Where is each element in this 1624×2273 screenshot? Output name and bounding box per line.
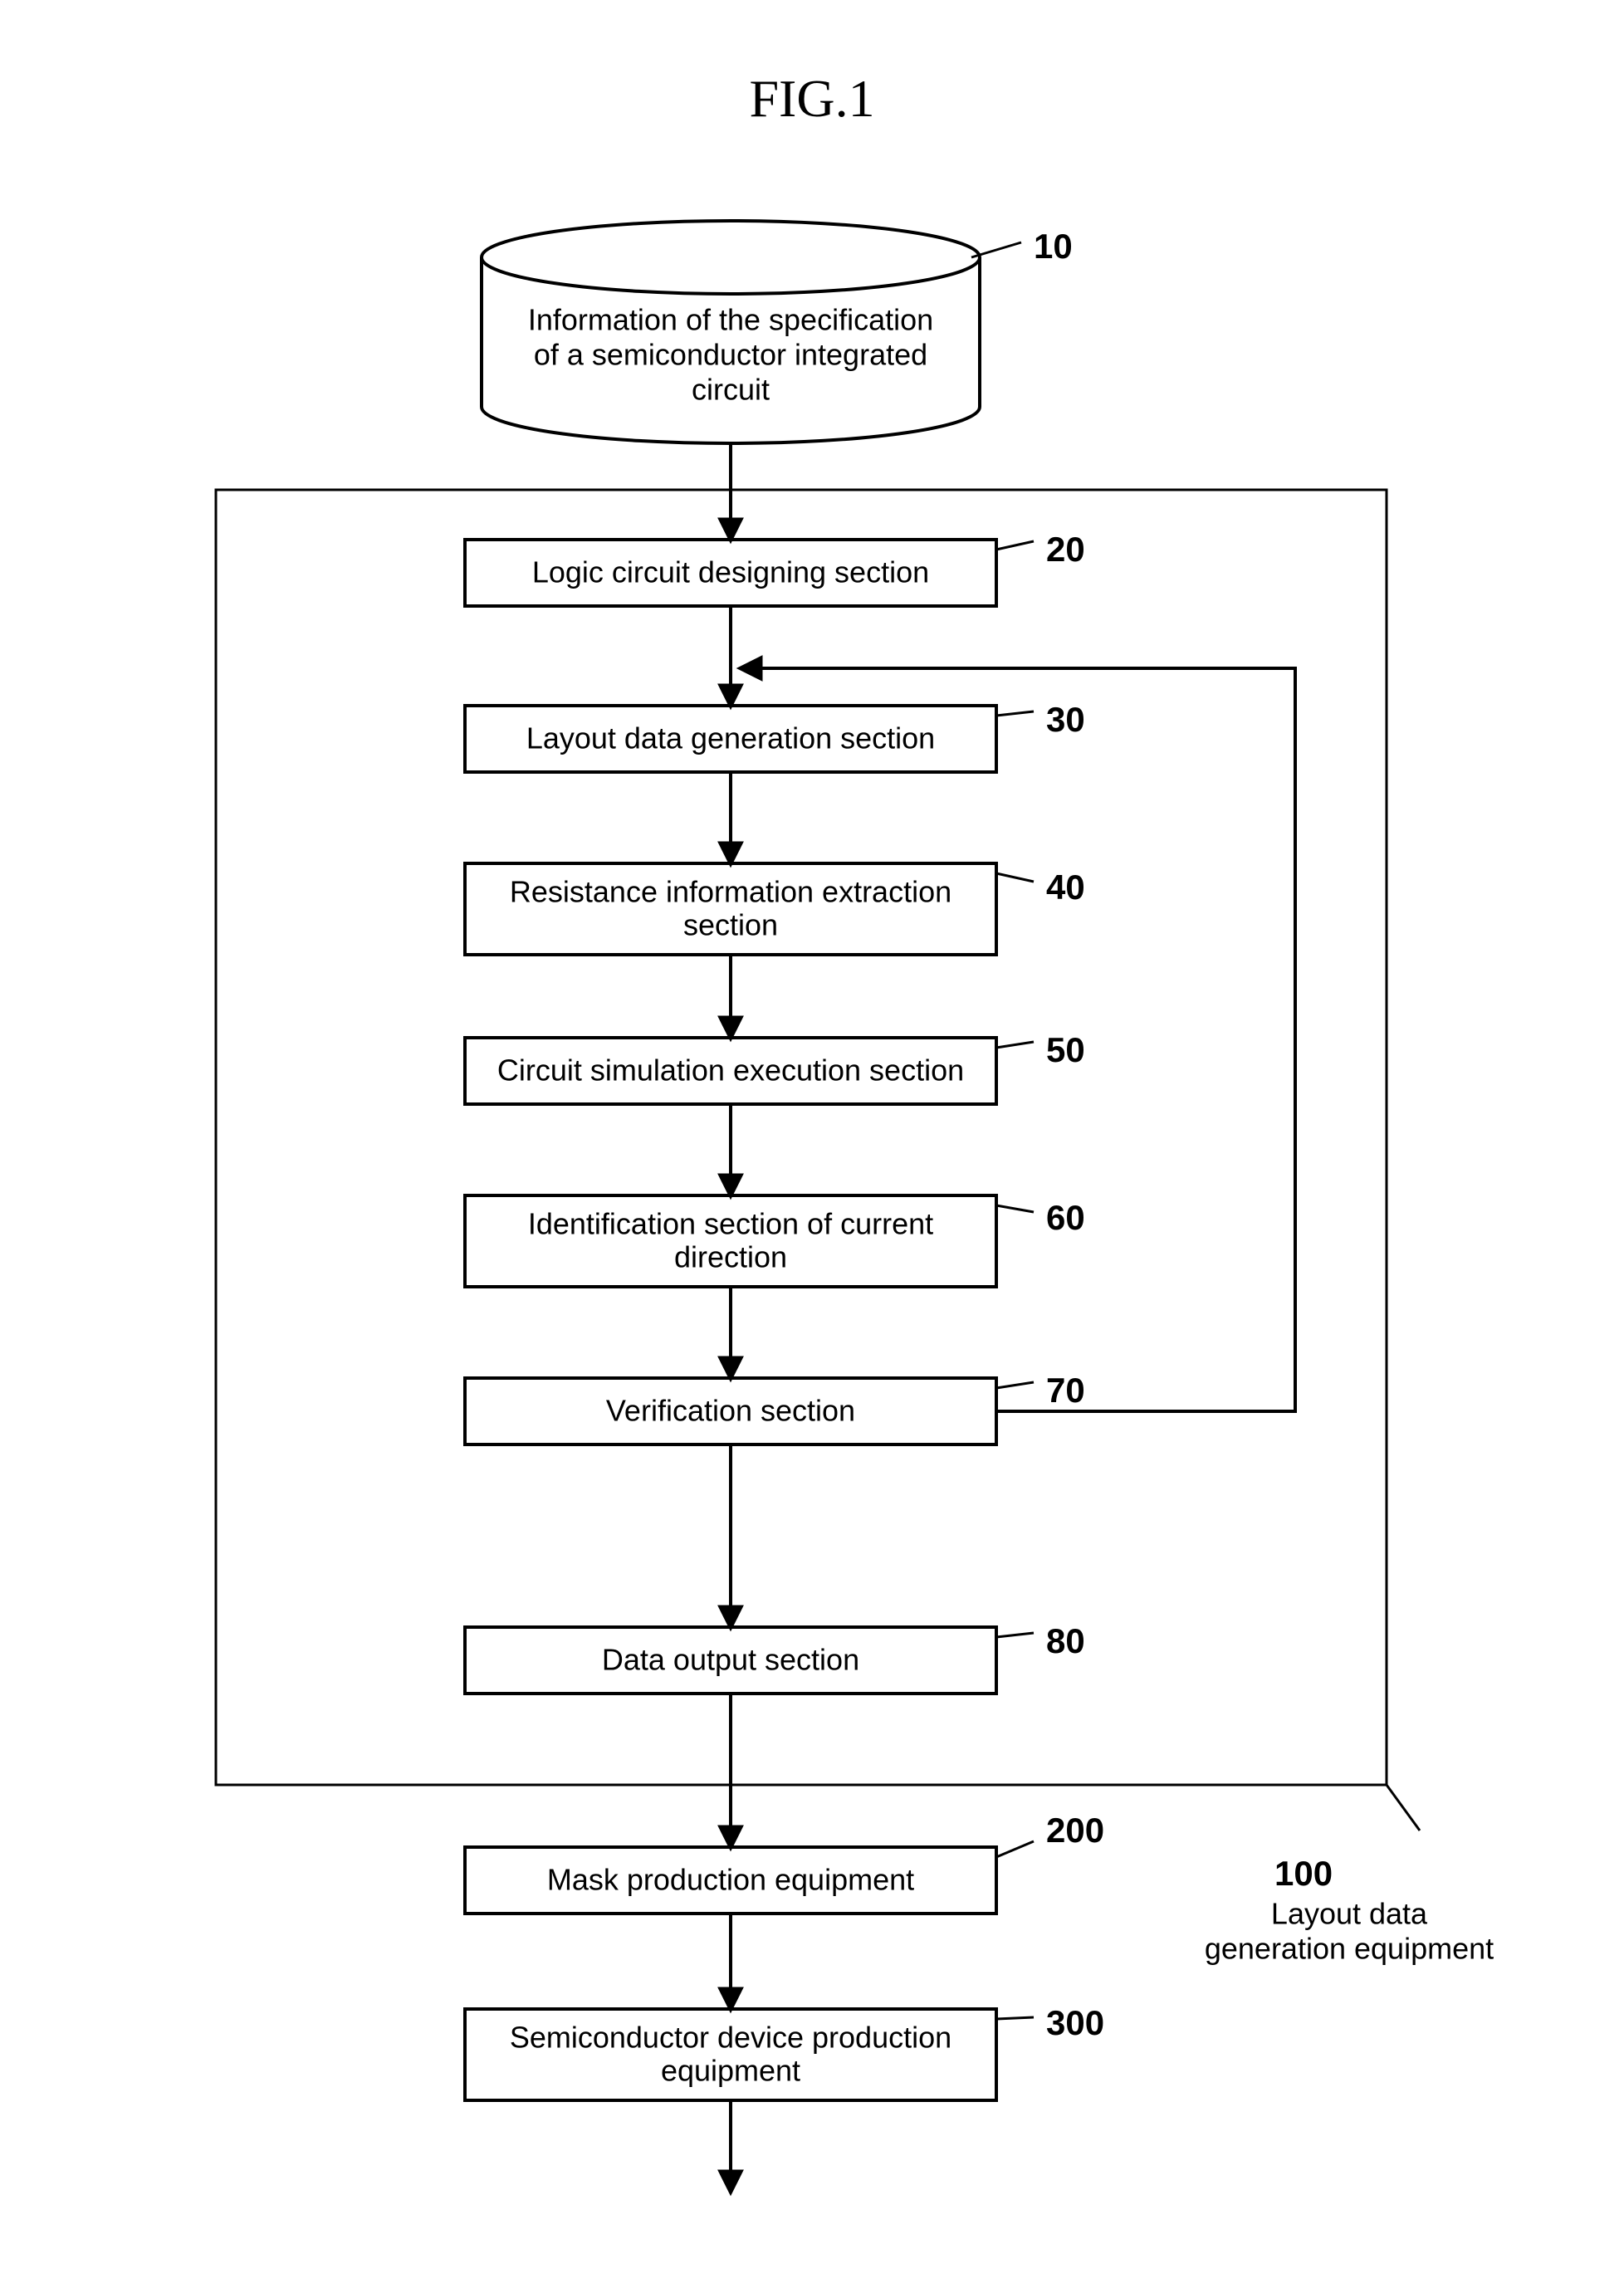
svg-text:40: 40 [1046, 868, 1085, 907]
box-50: Circuit simulation execution section 50 [465, 1030, 1085, 1104]
svg-text:Mask production equipment: Mask production equipment [547, 1863, 914, 1897]
svg-text:50: 50 [1046, 1030, 1085, 1069]
box-60: Identification section of currentdirecti… [465, 1195, 1085, 1287]
svg-text:Verification section: Verification section [606, 1394, 855, 1428]
svg-text:Layout data generation section: Layout data generation section [526, 721, 935, 755]
svg-text:20: 20 [1046, 530, 1085, 569]
box-20: Logic circuit designing section 20 [465, 530, 1085, 606]
svg-text:Information of the specificati: Information of the specification [528, 303, 933, 337]
svg-text:70: 70 [1046, 1371, 1085, 1410]
svg-text:200: 200 [1046, 1811, 1104, 1850]
svg-text:Layout data: Layout data [1271, 1897, 1428, 1931]
svg-text:10: 10 [1034, 227, 1073, 266]
svg-text:60: 60 [1046, 1198, 1085, 1237]
svg-text:80: 80 [1046, 1621, 1085, 1660]
svg-text:Logic circuit designing sectio: Logic circuit designing section [532, 555, 929, 589]
box-80: Data output section 80 [465, 1621, 1085, 1694]
svg-text:Resistance information extract: Resistance information extraction [510, 875, 951, 909]
figure-title: FIG.1 [749, 69, 874, 128]
box-70: Verification section 70 [465, 1371, 1085, 1444]
svg-text:generation equipment: generation equipment [1205, 1932, 1494, 1966]
svg-text:Identification section of curr: Identification section of current [528, 1207, 933, 1241]
box-30: Layout data generation section 30 [465, 700, 1085, 772]
svg-text:100: 100 [1274, 1854, 1333, 1893]
svg-text:circuit: circuit [692, 373, 770, 407]
svg-text:30: 30 [1046, 700, 1085, 739]
svg-text:of a semiconductor integrated: of a semiconductor integrated [534, 338, 927, 372]
box-40: Resistance information extractionsection… [465, 863, 1085, 955]
flowchart-figure: FIG.1 Information of the specificationof … [0, 0, 1624, 2273]
svg-text:Semiconductor device productio: Semiconductor device production [510, 2021, 951, 2055]
svg-text:300: 300 [1046, 2003, 1104, 2042]
svg-text:direction: direction [674, 1240, 787, 1274]
svg-text:Data output section: Data output section [602, 1643, 859, 1677]
svg-text:equipment: equipment [661, 2054, 800, 2088]
svg-text:Circuit simulation execution s: Circuit simulation execution section [497, 1053, 964, 1088]
svg-text:section: section [683, 908, 778, 942]
